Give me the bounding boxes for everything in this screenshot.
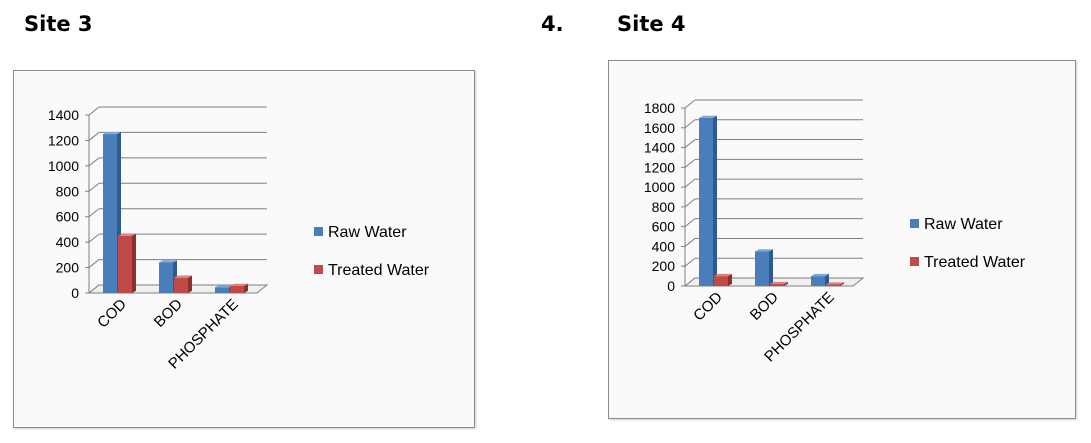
gridline-side [684,238,696,247]
gridline-side [684,178,696,188]
gridline-side [88,182,100,192]
bar-cod-raw [699,115,717,286]
bar-bod-raw [755,249,773,286]
gridline-side [88,259,100,268]
y-tick-label: 1400 [48,107,79,123]
y-tick-label: 800 [652,199,676,215]
y-tick-label: 1600 [644,120,675,136]
legend-swatch-treated [314,265,323,274]
y-tick-label: 1000 [48,158,79,174]
legend-label-raw: Raw Water [328,224,407,241]
category-label-cod: COD [94,296,130,332]
legend-swatch-raw [314,227,323,236]
legend-label-raw: Raw Water [924,216,1003,233]
y-tick-label: 0 [71,285,79,301]
site-4-chart: 0 200 400 600 800 1000 1200 1400 1600 1800 COD BOD P… [608,60,1076,419]
y-tick-label: 1400 [644,140,675,156]
y-tick-label: 1200 [644,159,675,175]
legend-label-treated: Treated Water [328,262,430,279]
category-label-cod: COD [690,289,726,325]
site-4-heading: Site 4 [617,12,686,36]
gridline-side [684,198,696,208]
gridline-side [684,99,696,109]
y-tick-label: 600 [652,219,676,235]
site-3-heading: Site 3 [24,12,93,36]
bar-cod-treated [118,233,136,293]
gridline-side [684,119,696,129]
y-tick-label: 200 [56,260,80,276]
bar-bod-treated [174,275,192,293]
category-label-bod: BOD [747,289,782,324]
bar-phosphate-raw [811,273,829,286]
gridline-side [88,132,100,141]
section-number: 4. [541,12,564,36]
y-tick-label: 600 [56,209,80,225]
legend-label-treated: Treated Water [924,254,1026,271]
y-tick-label: 400 [56,234,80,250]
gridline-side [88,208,100,218]
gridline-side [684,139,696,148]
y-tick-label: 1000 [644,179,675,195]
gridline-side [684,257,696,267]
gridline-side [684,218,696,228]
y-tick-label: 400 [652,238,676,254]
y-tick-label: 1800 [644,100,675,116]
y-tick-label: 1200 [48,132,79,148]
gridline-side [88,106,100,116]
gridline-side [88,233,100,243]
y-tick-label: 800 [56,183,80,199]
bar-phosphate-treated [230,283,248,293]
bar-bod-treated [770,281,788,286]
bar-cod-treated [714,273,732,286]
y-tick-label: 200 [652,258,676,274]
gridline-side [684,158,696,168]
legend-swatch-raw [910,219,919,228]
category-label-bod: BOD [151,296,186,331]
legend-swatch-treated [910,257,919,266]
bar-phosphate-treated [826,282,844,286]
y-tick-label: 0 [667,278,675,294]
gridline-side [88,157,100,167]
site-3-chart: 0 200 400 600 800 1000 1200 1400 COD BOD PHOSPHATE… [13,70,475,428]
